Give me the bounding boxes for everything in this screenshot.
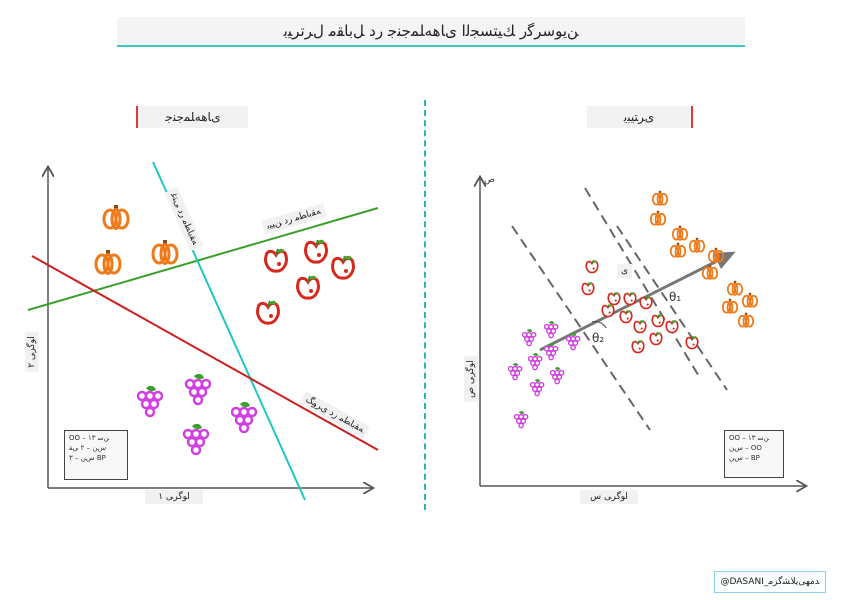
page-title: ﻦﻳﻮﺳﺮﮔﺭ ﻚﻴﺘﺴﺠﻟﺍ ﯼﺎﻫﻪﻠﻤﺟﻨﺟ ﺭﺩ ﻞﺑﺎﻘﻣ ﻝﺮﺗﺮﯿ…	[117, 17, 745, 47]
pumpkin-icon	[649, 209, 667, 226]
projection-arrow	[539, 251, 736, 352]
y-axis-label-left: ﺍﻮﮔﺮﯽ ۲	[24, 332, 39, 372]
left-apples	[256, 238, 355, 325]
x-axis-label-right: ﺍﻮﮔﺮﯽ ﺱ	[580, 490, 638, 504]
apple-icon	[331, 254, 355, 280]
apple-icon	[685, 335, 699, 350]
legend-item: ﺱﻦ – ۳ BP	[69, 454, 106, 462]
apple-icon	[619, 309, 633, 324]
apple-icon	[601, 303, 615, 318]
right-panel-label: ﯼﺮﺘﯿﺒﯾ	[587, 106, 693, 128]
legend-item: ﺱﻦ – BP	[729, 454, 760, 462]
grape-icon	[513, 410, 529, 429]
green-boundary-line	[27, 207, 379, 311]
left-pumpkins	[94, 203, 179, 275]
x-axis-label-left: ﺍﻮﮔﺮﯽ ۱	[145, 490, 203, 504]
apple-icon	[649, 331, 663, 346]
credit-badge: @DASANI_ﺪﻣﻬﯽﯾﻼﺸﮔﺰﻣ	[714, 571, 826, 593]
left-panel-label: ﯼﺎﻫﻪﻠﻤﺟﻨﺟ	[136, 106, 248, 128]
pumpkin-icon	[651, 189, 669, 206]
margin-line-1	[511, 225, 651, 431]
right-grapes	[507, 320, 581, 429]
pumpkin-icon	[688, 236, 706, 253]
apple-icon	[581, 281, 595, 296]
left-axes	[48, 168, 372, 488]
grape-icon	[182, 422, 210, 456]
pumpkin-icon	[737, 311, 755, 328]
apple-icon	[665, 319, 679, 334]
legend-item: OO – ۱۳ ﻦﺳ	[69, 434, 109, 442]
panel-divider	[424, 100, 426, 510]
grape-icon	[543, 320, 559, 339]
grape-icon	[507, 362, 523, 381]
pumpkin-icon	[726, 279, 744, 296]
pumpkin-icon	[671, 224, 689, 241]
theta-2-label: θ₂	[592, 331, 604, 345]
apple-icon	[633, 319, 647, 334]
red-boundary-line	[31, 255, 379, 451]
pumpkin-icon	[721, 297, 739, 314]
pumpkin-icon	[102, 203, 130, 230]
apple-icon	[639, 295, 653, 310]
pumpkin-icon	[669, 241, 687, 258]
right-axes	[480, 178, 805, 486]
pumpkin-icon	[741, 291, 759, 308]
right-legend: OO – ۱۳ ﻦﺳ ﺱﻦ – OO ﺱﻦ – BP	[724, 430, 784, 478]
theta-2-arc	[591, 320, 607, 329]
y-axis-tick: ﺹ	[484, 175, 495, 185]
legend-item: ﺱﻦ – OO	[729, 444, 762, 452]
apple-icon	[585, 259, 599, 274]
apple-icon	[651, 313, 665, 328]
pumpkin-icon	[94, 248, 122, 275]
margin-line-2	[584, 187, 701, 379]
grape-icon	[184, 372, 212, 406]
theta-1-label: θ₁	[669, 290, 681, 304]
apple-icon	[623, 291, 637, 306]
y-axis-label-right: ﺍﻮﮔﺮﯽ ﺹ	[463, 356, 478, 402]
grape-icon	[521, 328, 537, 347]
apple-icon	[304, 238, 328, 264]
margin-tag: ﯼ	[617, 264, 633, 278]
margin-line-3	[616, 225, 728, 391]
apple-icon	[631, 339, 645, 354]
legend-item: OO – ۱۳ ﻦﺳ	[729, 434, 769, 442]
grape-icon	[230, 400, 258, 434]
apple-icon	[296, 274, 320, 300]
right-pumpkins	[649, 189, 759, 328]
grape-icon	[136, 384, 164, 418]
grape-icon	[527, 352, 543, 371]
pumpkin-icon	[151, 238, 179, 265]
apple-icon	[607, 291, 621, 306]
apple-icon	[264, 247, 288, 273]
left-legend: OO – ۱۳ ﻦﺳ ﺱﻦ – ۲ ﯽﻘ ﺱﻦ – ۳ BP	[64, 430, 128, 480]
grape-icon	[549, 366, 565, 385]
grape-icon	[529, 378, 545, 397]
legend-item: ﺱﻦ – ۲ ﯽﻘ	[69, 444, 107, 452]
left-grapes	[136, 372, 258, 456]
apple-icon	[256, 299, 280, 325]
